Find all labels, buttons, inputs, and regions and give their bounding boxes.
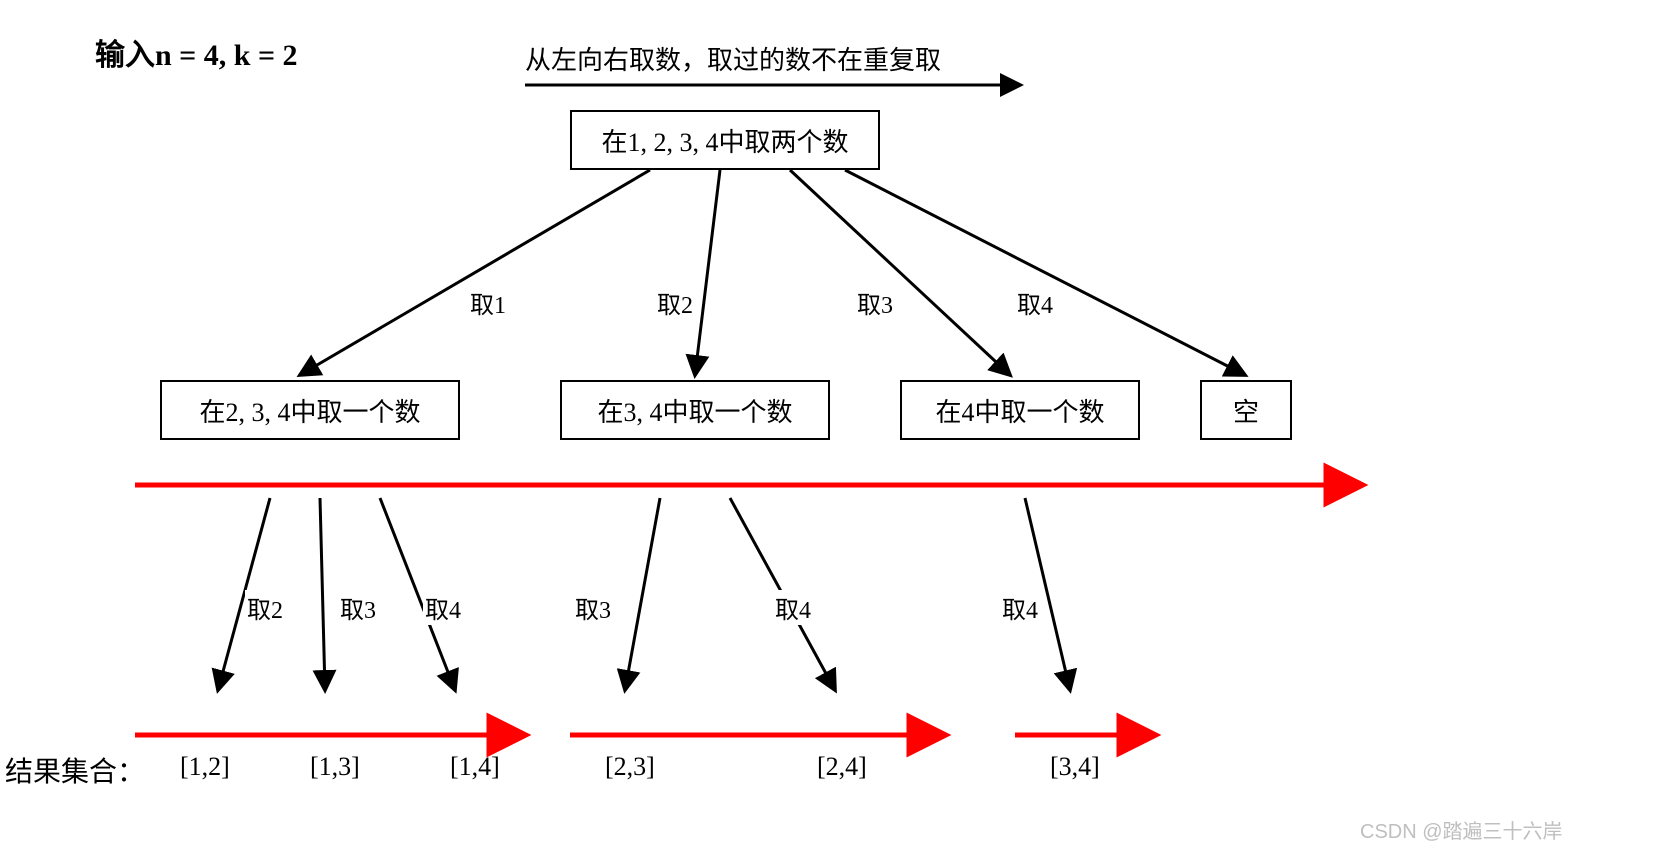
tree-node-label: 在2, 3, 4中取一个数 [199, 392, 420, 429]
edge-line [320, 498, 325, 690]
edge-label: 取3 [573, 590, 613, 625]
edge-label: 取3 [338, 590, 378, 625]
edge-label: 取2 [245, 590, 285, 625]
edge-line [790, 170, 1010, 375]
tree-node: 在1, 2, 3, 4中取两个数 [570, 110, 880, 170]
result-item: [2,3] [605, 752, 655, 782]
tree-node: 在4中取一个数 [900, 380, 1140, 440]
diagram-title: 输入n = 4, k = 2 [95, 30, 298, 74]
edge-label: 取4 [423, 590, 463, 625]
watermark-text: CSDN @踏遍三十六岸 [1360, 815, 1563, 844]
edge-label: 取2 [655, 285, 695, 320]
edge-label: 取3 [855, 285, 895, 320]
result-item: [1,3] [310, 752, 360, 782]
tree-node-label: 空 [1233, 392, 1259, 429]
tree-node: 在3, 4中取一个数 [560, 380, 830, 440]
edge-label: 取4 [1000, 590, 1040, 625]
result-item: [1,4] [450, 752, 500, 782]
edge-label: 取4 [1015, 285, 1055, 320]
result-item: [3,4] [1050, 752, 1100, 782]
tree-node-label: 在4中取一个数 [935, 392, 1104, 429]
result-item: [2,4] [817, 752, 867, 782]
tree-node: 空 [1200, 380, 1292, 440]
edge-line [695, 170, 720, 375]
result-set-label: 结果集合： [5, 750, 145, 790]
edge-line [625, 498, 660, 690]
tree-node-label: 在3, 4中取一个数 [597, 392, 792, 429]
edge-label: 取1 [468, 285, 508, 320]
tree-node-label: 在1, 2, 3, 4中取两个数 [601, 122, 848, 159]
result-item: [1,2] [180, 752, 230, 782]
edge-line [300, 170, 650, 375]
tree-node: 在2, 3, 4中取一个数 [160, 380, 460, 440]
top-note-text: 从左向右取数，取过的数不在重复取 [525, 40, 941, 77]
edge-label: 取4 [773, 590, 813, 625]
edge-line [845, 170, 1245, 375]
